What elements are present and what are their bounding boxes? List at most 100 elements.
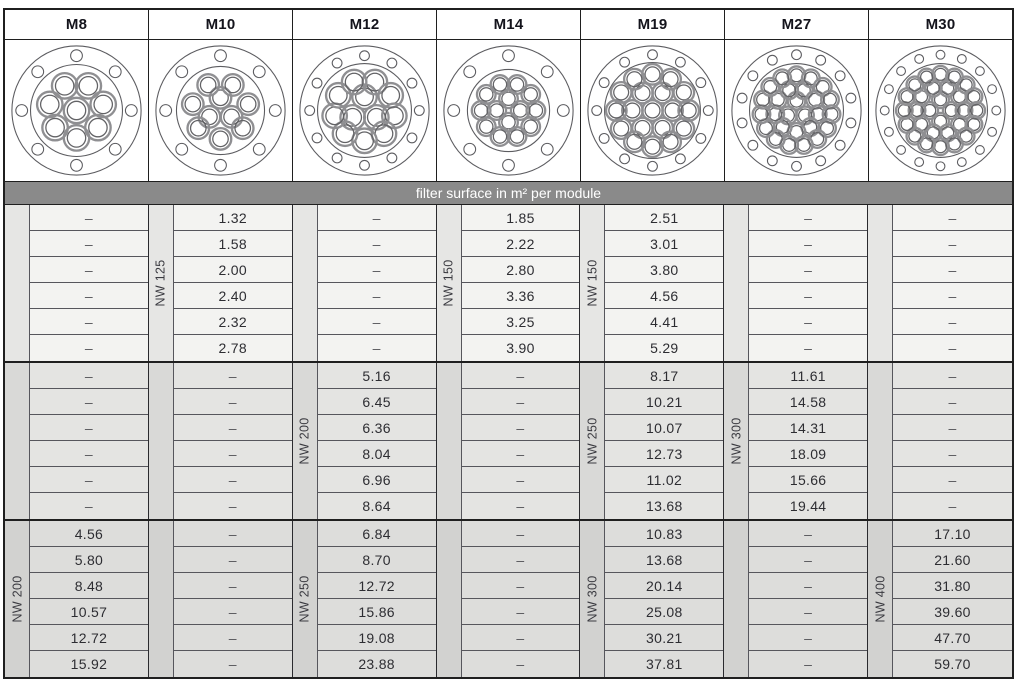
- filter-surface-value-cell: 25.08: [605, 599, 724, 625]
- empty-value-cell: –: [317, 205, 436, 231]
- empty-value-cell: –: [893, 335, 1012, 361]
- empty-value-cell: –: [749, 283, 868, 309]
- empty-value-cell: –: [749, 257, 868, 283]
- value-column: – – – – – –: [893, 363, 1012, 519]
- filter-surface-value-cell: 1.32: [173, 205, 292, 231]
- empty-value-cell: –: [461, 493, 580, 519]
- filter-surface-value-cell: 18.09: [749, 441, 868, 467]
- filter-surface-value-cell: 12.72: [317, 573, 436, 599]
- filter-surface-value-cell: 8.04: [317, 441, 436, 467]
- empty-value-cell: –: [30, 415, 148, 441]
- empty-value-cell: –: [461, 521, 580, 547]
- empty-value-cell: –: [893, 441, 1012, 467]
- filter-surface-value-cell: 17.10: [893, 521, 1012, 547]
- group2-column-m27: NW 300 11.61 14.58 14.31 18.09 15.66 19.44: [724, 363, 869, 519]
- group1-column-m10: NW 125 1.32 1.58 2.00 2.40 2.32 2.78: [148, 205, 293, 361]
- group3-column-m12: NW 250 6.84 8.70 12.72 15.86 19.08 23.88: [292, 521, 437, 677]
- group2-column-m8: – – – – – –: [5, 363, 149, 519]
- filter-surface-value-cell: 10.57: [30, 599, 148, 625]
- filter-surface-value-cell: 2.40: [173, 283, 292, 309]
- flange-drawing-m27: [731, 45, 862, 176]
- nw-label-strip: NW 125: [148, 205, 174, 361]
- filter-surface-value-cell: 6.96: [317, 467, 436, 493]
- nw-size-label: NW 200: [10, 575, 24, 623]
- filter-surface-value-cell: 1.58: [173, 231, 292, 257]
- empty-value-cell: –: [30, 441, 148, 467]
- filter-surface-value-cell: 30.21: [605, 625, 724, 651]
- empty-value-cell: –: [173, 521, 292, 547]
- empty-value-cell: –: [461, 547, 580, 573]
- group2-column-m30: – – – – – –: [868, 363, 1012, 519]
- flange-drawing-m19: [587, 45, 718, 176]
- nw-label-strip: NW 400: [868, 521, 894, 677]
- value-column: – – – – – –: [30, 205, 148, 361]
- filter-surface-value-cell: 2.51: [605, 205, 724, 231]
- value-column: 2.51 3.01 3.80 4.56 4.41 5.29: [605, 205, 724, 361]
- empty-value-cell: –: [893, 231, 1012, 257]
- empty-value-cell: –: [173, 389, 292, 415]
- flange-drawing-m30: [875, 45, 1006, 176]
- nw-label-strip: NW 300: [580, 521, 606, 677]
- filter-surface-value-cell: 10.07: [605, 415, 724, 441]
- module-header-m8: M8: [5, 10, 149, 39]
- empty-value-cell: –: [173, 573, 292, 599]
- filter-surface-value-cell: 2.00: [173, 257, 292, 283]
- group1-column-m30: – – – – – –: [868, 205, 1012, 361]
- filter-surface-value-cell: 3.80: [605, 257, 724, 283]
- empty-value-cell: –: [317, 257, 436, 283]
- empty-value-cell: –: [461, 573, 580, 599]
- filter-surface-banner: filter surface in m² per module: [5, 182, 1012, 205]
- empty-value-cell: –: [893, 493, 1012, 519]
- empty-label-strip: [148, 363, 174, 519]
- filter-surface-value-cell: 2.78: [173, 335, 292, 361]
- filter-surface-value-cell: 4.56: [605, 283, 724, 309]
- filter-surface-value-cell: 8.70: [317, 547, 436, 573]
- empty-value-cell: –: [317, 335, 436, 361]
- filter-surface-value-cell: 3.01: [605, 231, 724, 257]
- value-column: 17.10 21.60 31.80 39.60 47.70 59.70: [893, 521, 1012, 677]
- empty-value-cell: –: [317, 231, 436, 257]
- nw-label-strip: NW 250: [580, 363, 606, 519]
- filter-surface-value-cell: 2.32: [173, 309, 292, 335]
- module-header-m27: M27: [725, 10, 869, 39]
- empty-value-cell: –: [461, 467, 580, 493]
- value-column: 10.83 13.68 20.14 25.08 30.21 37.81: [605, 521, 724, 677]
- filter-surface-value-cell: 6.84: [317, 521, 436, 547]
- empty-value-cell: –: [317, 283, 436, 309]
- nw-label-strip: NW 200: [5, 521, 30, 677]
- nw-size-label: NW 150: [441, 259, 456, 307]
- filter-surface-value-cell: 6.36: [317, 415, 436, 441]
- empty-value-cell: –: [30, 257, 148, 283]
- group3-column-m27: – – – – – –: [724, 521, 869, 677]
- filter-surface-value-cell: 10.83: [605, 521, 724, 547]
- empty-value-cell: –: [893, 283, 1012, 309]
- empty-value-cell: –: [30, 335, 148, 361]
- filter-surface-value-cell: 15.92: [30, 651, 148, 677]
- empty-value-cell: –: [749, 309, 868, 335]
- empty-label-strip: [436, 521, 462, 677]
- filter-surface-value-cell: 4.41: [605, 309, 724, 335]
- value-column: – – – – – –: [749, 205, 868, 361]
- filter-surface-value-cell: 5.16: [317, 363, 436, 389]
- empty-value-cell: –: [173, 625, 292, 651]
- empty-value-cell: –: [173, 547, 292, 573]
- empty-value-cell: –: [30, 363, 148, 389]
- flange-diagram-cell-m19: [581, 40, 725, 181]
- nw-size-label: NW 125: [153, 259, 168, 307]
- value-column: – – – – – –: [317, 205, 436, 361]
- filter-surface-value-cell: 23.88: [317, 651, 436, 677]
- nw-size-label: NW 300: [729, 417, 744, 465]
- flange-diagram-cell-m10: [149, 40, 293, 181]
- empty-label-strip: [868, 205, 894, 361]
- module-header-m30: M30: [925, 16, 956, 33]
- nw-row-group-3: NW 200 4.56 5.80 8.48 10.57 12.72 15.92– – – – – – N…: [5, 521, 1012, 677]
- empty-value-cell: –: [173, 651, 292, 677]
- filter-surface-value-cell: 3.90: [461, 335, 580, 361]
- filter-surface-value-cell: 21.60: [893, 547, 1012, 573]
- nw-label-strip: NW 200: [292, 363, 318, 519]
- group2-column-m12: NW 200 5.16 6.45 6.36 8.04 6.96 8.64: [292, 363, 437, 519]
- empty-label-strip: [148, 521, 174, 677]
- empty-value-cell: –: [461, 599, 580, 625]
- group3-column-m30: NW 400 17.10 21.60 31.80 39.60 47.70 59.70: [868, 521, 1012, 677]
- group2-column-m14: – – – – – –: [436, 363, 581, 519]
